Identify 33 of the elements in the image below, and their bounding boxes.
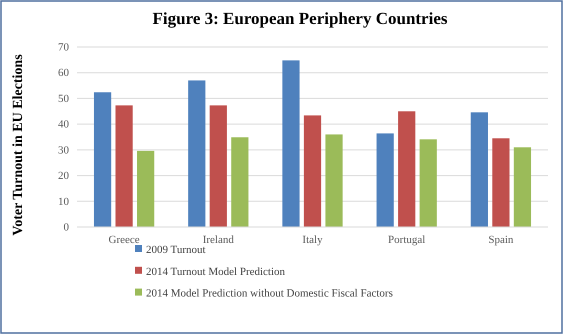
chart-title: Figure 3: European Periphery Countries (152, 9, 448, 28)
bar (115, 105, 133, 227)
legend-label: 2014 Model Prediction without Domestic Fiscal Factors (146, 288, 393, 300)
bar (492, 138, 510, 227)
x-tick-label: Portugal (388, 234, 426, 246)
y-tick-label: 0 (64, 222, 70, 234)
y-tick-label: 70 (58, 42, 70, 54)
bar (304, 115, 322, 227)
bar (420, 139, 437, 227)
legend-label: 2014 Turnout Model Prediction (146, 266, 286, 278)
bar (137, 150, 154, 227)
x-tick-label: Spain (488, 234, 514, 246)
bar (188, 80, 206, 227)
x-tick-label: Greece (108, 234, 140, 246)
bar (282, 60, 300, 227)
bar (514, 147, 532, 227)
y-tick-label: 30 (58, 144, 70, 156)
bar (376, 133, 394, 227)
bar (210, 105, 227, 227)
legend-label: 2009 Turnout (146, 244, 206, 256)
y-tick-label: 40 (58, 118, 70, 131)
bar (398, 111, 416, 227)
bar (325, 134, 343, 227)
y-axis-title: Voter Turnout in EU Elections (11, 54, 26, 236)
bar (94, 92, 112, 227)
y-tick-label: 10 (58, 196, 70, 208)
y-tick-label: 60 (58, 67, 70, 80)
y-tick-label: 50 (58, 92, 70, 105)
bar (470, 112, 488, 227)
bar (231, 137, 248, 227)
x-tick-label: Ireland (202, 234, 234, 246)
x-tick-label: Italy (302, 234, 324, 246)
y-tick-label: 20 (58, 170, 70, 182)
